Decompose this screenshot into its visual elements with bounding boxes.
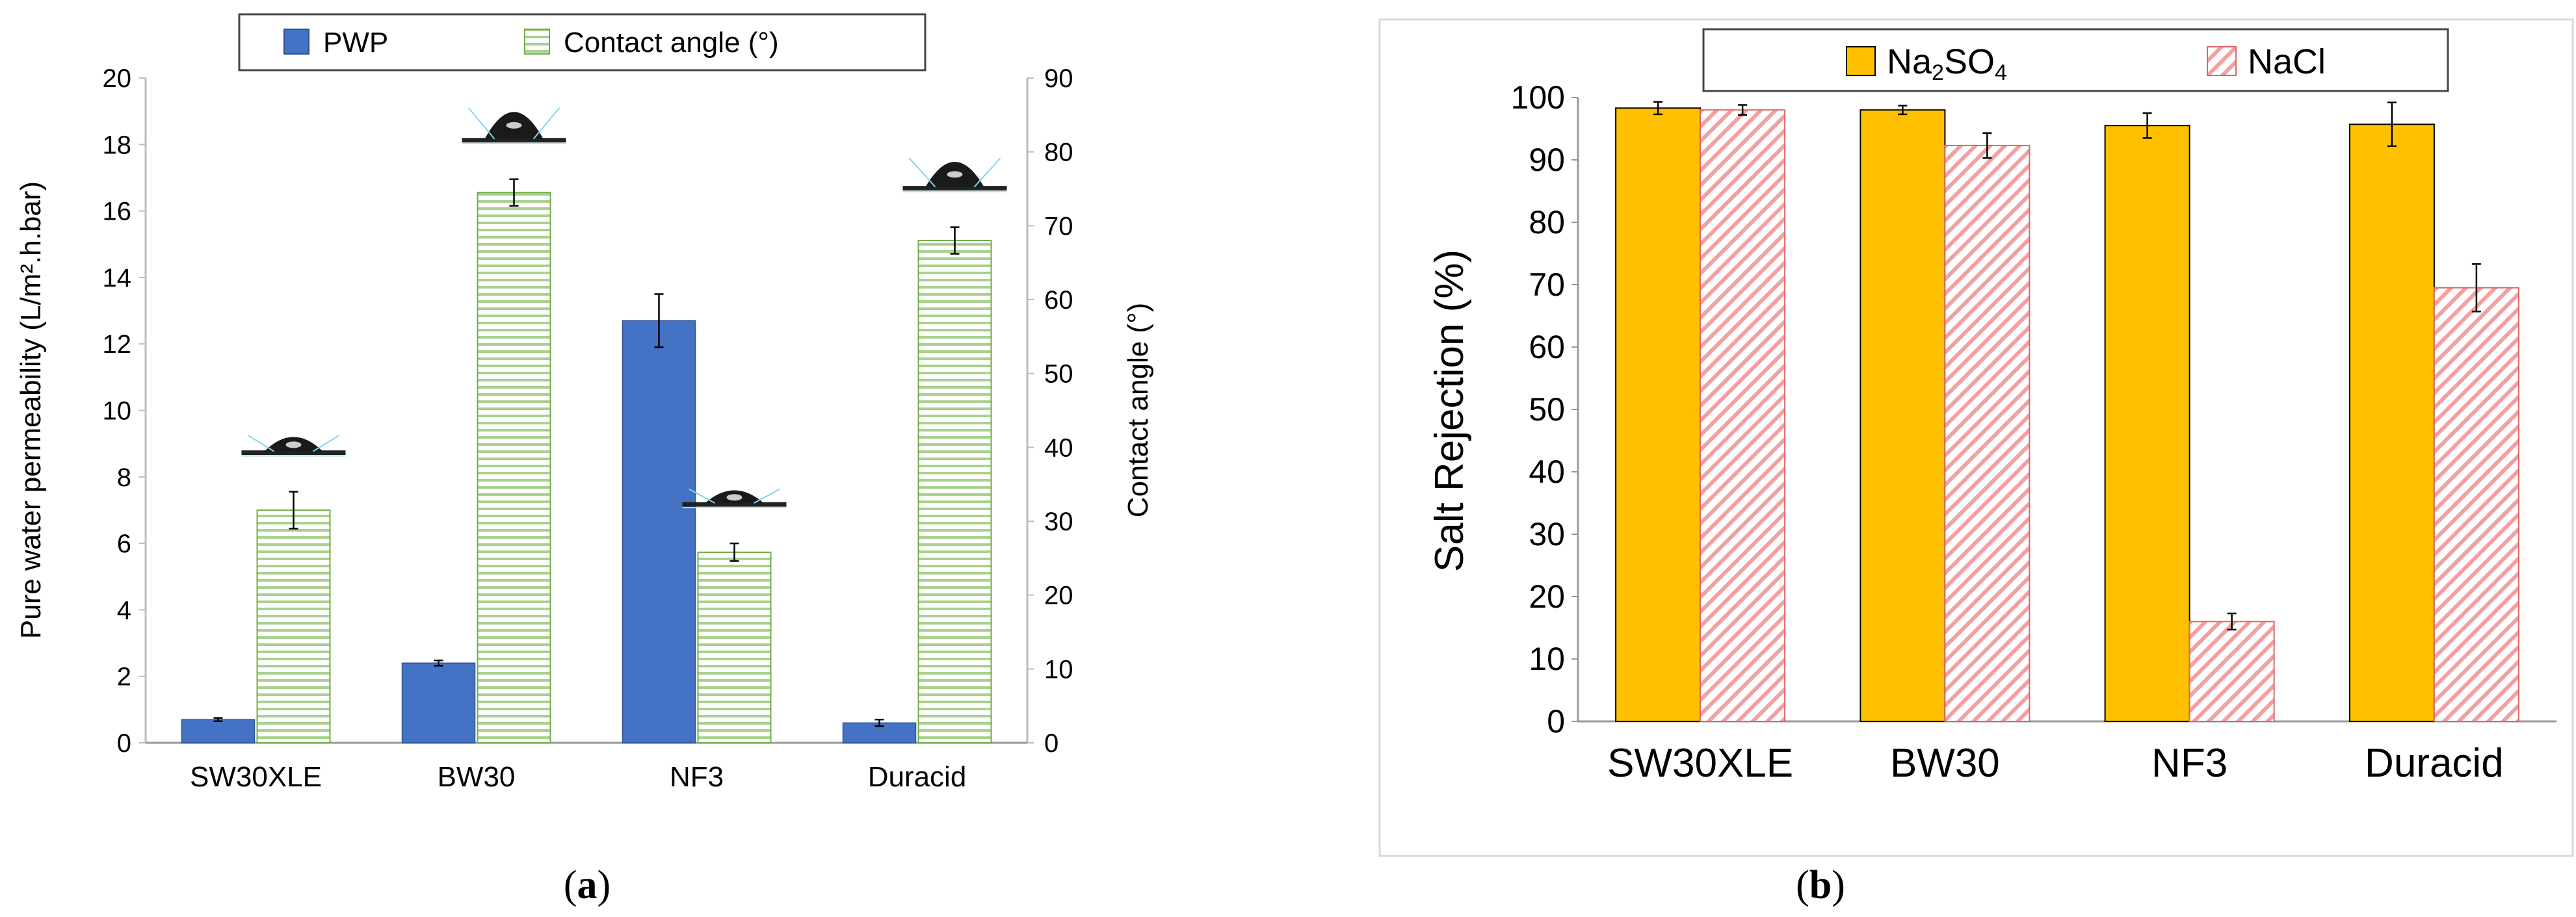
droplet-highlight — [506, 122, 522, 129]
tangent-line-right — [973, 157, 1001, 188]
bar-pwp — [622, 320, 696, 743]
bar-na2so4 — [1615, 107, 1702, 722]
y-tick-label-left-a: 4 — [117, 596, 131, 625]
y-tick-label-left-a: 20 — [103, 64, 132, 93]
droplet-image — [682, 488, 787, 509]
y-tick-label-left-a: 2 — [117, 663, 131, 691]
y-tick-label-b: 20 — [1529, 578, 1565, 615]
x-tick-label-a: BW30 — [438, 761, 516, 793]
y-tick-label-right-a: 50 — [1044, 360, 1073, 389]
legend-label-na2so4: Na2SO4 — [1887, 42, 2007, 85]
y-tick-label-b: 90 — [1529, 142, 1565, 178]
tangent-line-right — [312, 435, 340, 452]
y-axis-label-b: Salt Rejection (%) — [1427, 250, 1472, 572]
y-tick-label-b: 10 — [1529, 641, 1565, 677]
x-tick-label-b: NF3 — [2151, 741, 2228, 786]
y-tick-label-right-a: 90 — [1044, 64, 1073, 93]
tangent-line-right — [532, 107, 560, 140]
droplet-image — [902, 157, 1007, 192]
x-tick-label-a: Duracid — [868, 761, 967, 793]
x-tick-label-b: Duracid — [2365, 741, 2504, 786]
y-tick-label-b: 80 — [1529, 204, 1565, 240]
legend-b — [1702, 28, 2449, 92]
bar-na2so4 — [2104, 125, 2190, 722]
legend-swatch-nacl — [2207, 46, 2237, 76]
droplet-highlight — [285, 441, 302, 448]
bar-contact-angle — [477, 192, 551, 743]
y-tick-label-right-a: 80 — [1044, 138, 1073, 167]
y-tick-label-right-a: 10 — [1044, 655, 1073, 684]
bar-na2so4 — [1860, 109, 1946, 722]
panel-label-b: (b) — [1796, 863, 1845, 907]
bar-pwp — [401, 662, 476, 743]
legend-label-contact-angle: Contact angle (°) — [564, 27, 779, 58]
legend-swatch-pwp — [283, 29, 309, 55]
bar-contact-angle — [697, 551, 772, 743]
tangent-line-left — [247, 435, 275, 452]
y-tick-label-left-a: 14 — [103, 264, 132, 292]
panel-b: Na2SO4 NaCl 0 10 20 30 40 50 60 70 80 90 100 SW30X… — [1378, 18, 2574, 907]
y-tick-label-right-a: 40 — [1044, 433, 1073, 462]
legend-label-pwp: PWP — [323, 27, 388, 58]
x-tick-label-b: SW30XLE — [1607, 741, 1793, 786]
chart-area-frame-b — [1378, 18, 2574, 857]
y-axis-label-left-a: Pure water permeability (L/m².h.bar) — [15, 181, 47, 639]
y-tick-label-b: 60 — [1529, 329, 1565, 365]
bar-pwp — [181, 719, 256, 743]
bar-nacl — [2433, 287, 2519, 722]
droplet-highlight — [947, 171, 963, 178]
y-tick-label-b: 100 — [1511, 79, 1565, 116]
legend-swatch-na2so4 — [1846, 46, 1876, 76]
panel-label-a: (a) — [564, 863, 611, 907]
y-tick-label-left-a: 6 — [117, 530, 131, 558]
droplet-highlight — [726, 494, 743, 501]
droplet-image — [462, 107, 566, 144]
x-tick-label-b: BW30 — [1890, 741, 2000, 786]
tangent-line-right — [754, 488, 780, 504]
y-tick-label-b: 0 — [1547, 703, 1565, 740]
legend-label-nacl: NaCl — [2248, 42, 2326, 81]
panel-a: PWP Contact angle (°) 02468101214161820 … — [15, 13, 1154, 907]
bar-na2so4 — [2348, 123, 2435, 722]
tangent-line-left — [689, 488, 715, 504]
bar-nacl — [1944, 144, 2031, 723]
y-axis-label-right-a: Contact angle (°) — [1122, 303, 1154, 518]
y-tick-label-left-a: 18 — [103, 131, 132, 159]
y-tick-label-left-a: 12 — [103, 330, 132, 359]
x-tick-label-a: SW30XLE — [190, 761, 322, 793]
legend-a — [238, 13, 927, 71]
y-tick-label-right-a: 70 — [1044, 212, 1073, 240]
y-tick-label-b: 70 — [1529, 266, 1565, 303]
y-tick-label-left-a: 8 — [117, 463, 131, 492]
tangent-line-left — [908, 157, 936, 188]
y-tick-label-b: 40 — [1529, 454, 1565, 490]
y-tick-label-right-a: 0 — [1044, 729, 1058, 758]
y-tick-label-right-a: 30 — [1044, 508, 1073, 536]
bar-contact-angle — [256, 509, 331, 743]
y-tick-label-left-a: 16 — [103, 198, 132, 226]
y-tick-label-left-a: 10 — [103, 397, 132, 426]
y-tick-label-b: 50 — [1529, 391, 1565, 428]
bar-nacl — [1700, 109, 1786, 722]
y-tick-label-right-a: 60 — [1044, 286, 1073, 315]
legend-swatch-contact-angle — [524, 29, 550, 55]
y-tick-label-b: 30 — [1529, 516, 1565, 552]
droplet-image — [241, 435, 346, 457]
tangent-line-left — [467, 107, 495, 140]
x-tick-label-a: NF3 — [670, 761, 724, 793]
y-tick-label-right-a: 20 — [1044, 582, 1073, 610]
bar-contact-angle — [917, 240, 992, 744]
bar-nacl — [2188, 621, 2275, 723]
y-tick-label-left-a: 0 — [117, 729, 131, 758]
